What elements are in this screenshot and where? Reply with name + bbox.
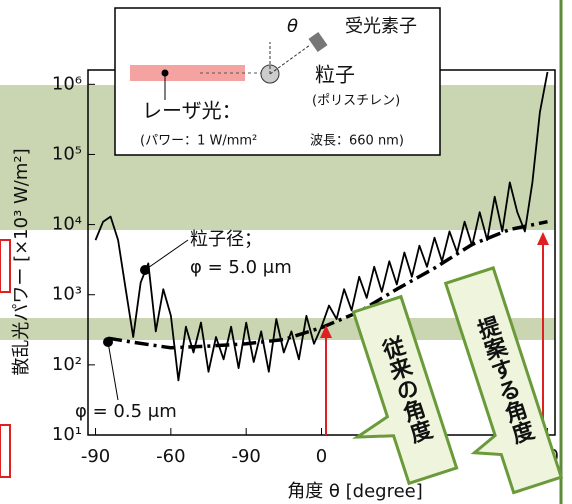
pointer [145,240,188,270]
laser-beam [130,65,245,81]
laser-wavelength: 波長：660 nm) [310,134,404,149]
bracket [0,240,10,292]
arrow-head [537,232,549,245]
x-tick-label: -90 [81,446,110,467]
particle-label: 粒子 [315,63,355,87]
theta-label: θ [287,16,298,37]
y-axis-label: 散乱光パワー [×10³ W/m²] [11,148,32,375]
y-tick-label: 10⁶ [52,73,82,94]
bracket [0,425,10,477]
y-tick-label: 10⁵ [52,143,82,164]
annotation: 粒子径； [190,229,262,250]
laser-power: (パワー：1 W/mm² [140,134,257,149]
series-label: φ = 5.0 μm [190,257,292,278]
pointer [108,342,118,400]
x-tick-label: -90 [231,446,260,467]
particle-sub: (ポリスチレン) [312,94,400,109]
x-tick-label: 0 [316,446,327,467]
detector-label: 受光素子 [345,16,417,37]
y-tick-label: 10¹ [52,424,82,445]
laser-label: レーザ光： [142,99,242,123]
y-tick-label: 10³ [52,284,82,305]
x-axis-label: 角度 θ [degree] [287,481,423,502]
chart: 10¹10²10³10⁴10⁵10⁶-90-60-90090 θ 受光素子 粒子… [0,0,572,504]
y-tick-label: 10² [52,354,82,375]
y-tick-label: 10⁴ [52,214,82,235]
series-label: φ = 0.5 μm [75,401,177,422]
x-tick-label: -60 [156,446,185,467]
